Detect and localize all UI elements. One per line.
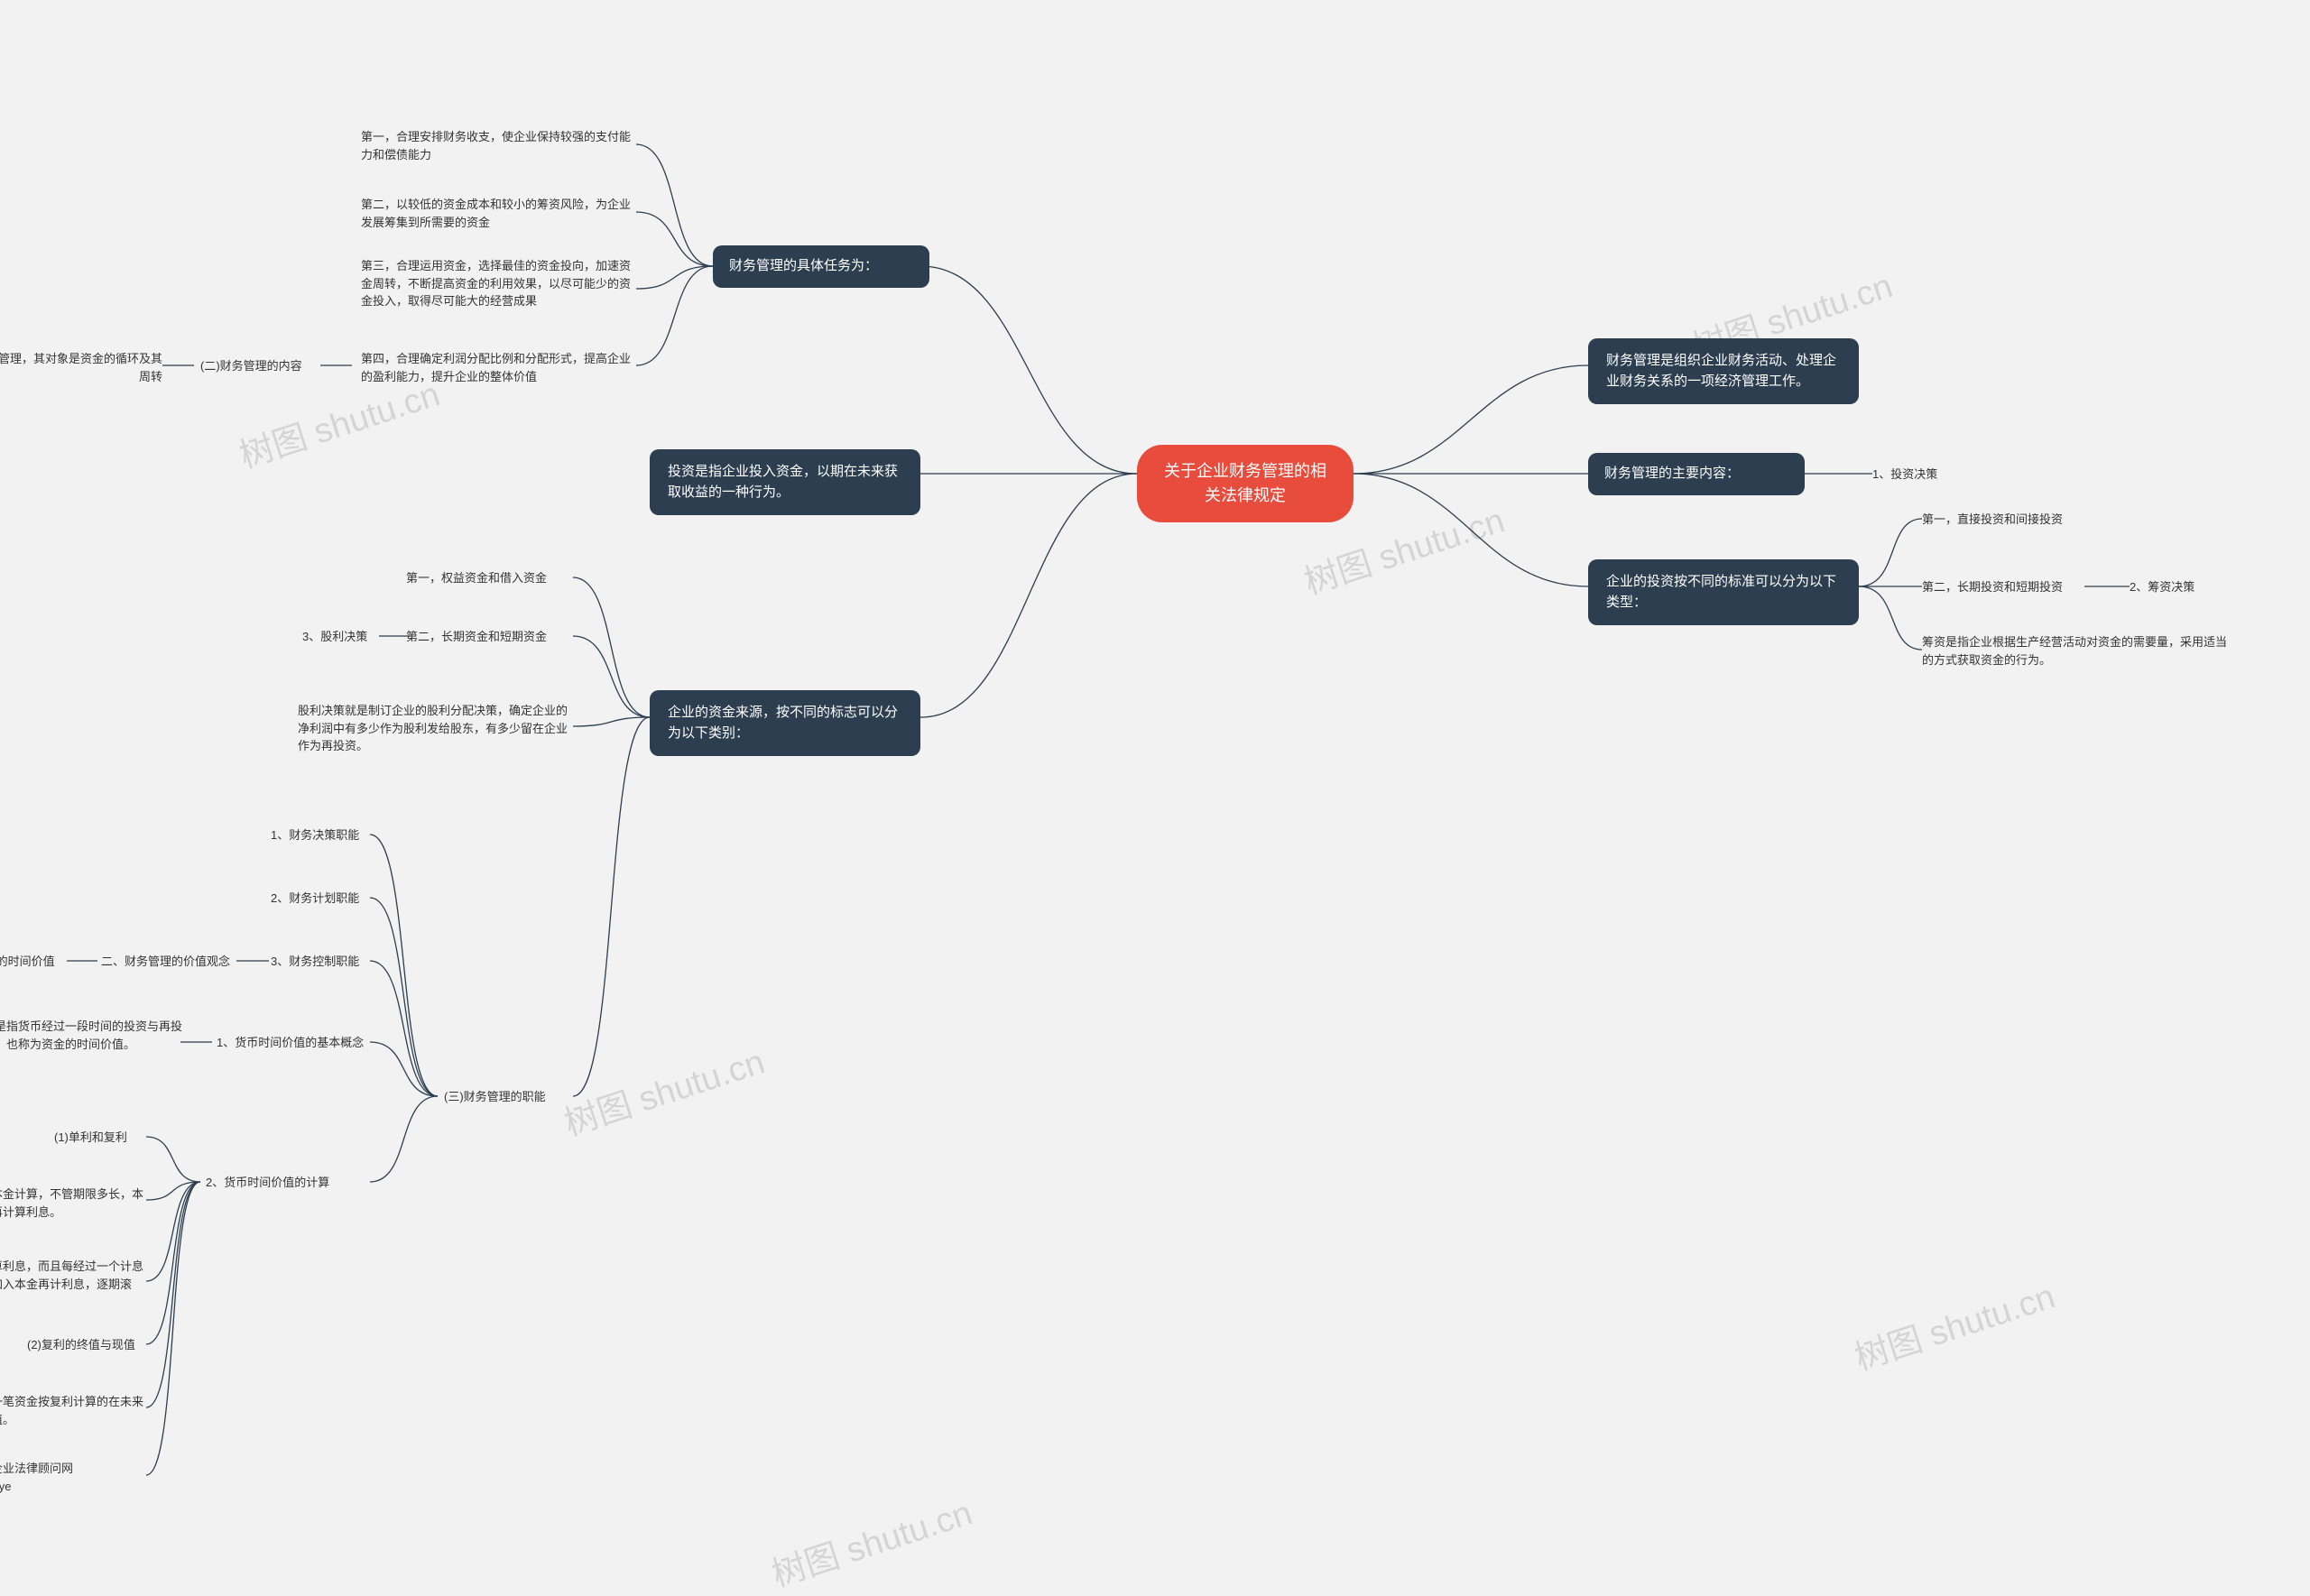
leaf-l1-t4: 第四，合理确定利润分配比例和分配形式，提高企业的盈利能力，提升企业的整体价值 [361,350,641,385]
leaf-v2-f: 更多企业相关知识尽在企业法律顾问网http://www.lawtime.cn/q… [0,1460,149,1495]
leaf-l1-t2: 第二，以较低的资金成本和较小的筹资风险，为企业发展筹集到所需要的资金 [361,196,641,231]
leaf-tv-v2: 2、货币时间价值的计算 [206,1174,329,1192]
leaf-l3-sf: (三)财务管理的职能 [444,1088,546,1106]
leaf-v2-b: 单利是指每期利息只按本金计算，不管期限多长，本金所生利息不加入本金再计算利息。 [0,1185,149,1221]
watermark: 树图 shutu.cn [764,1485,977,1596]
leaf-l1-t3: 第三，合理运用资金，选择最佳的资金投向，加速资金周转，不断提高资金的利用效果，以… [361,257,641,310]
leaf-l1-t1: 第一，合理安排财务收支，使企业保持较强的支付能力和偿债能力 [361,128,641,163]
leaf-v2-a: (1)单利和复利 [54,1129,127,1147]
leaf-sf-f1: 1、财务决策职能 [271,826,359,844]
leaf-r2-child: 1、投资决策 [1872,466,1937,484]
leaf-r3-c3: 筹资是指企业根据生产经营活动对资金的需要量，采用适当的方式获取资金的行为。 [1922,633,2229,669]
mindmap-canvas: 树图 shutu.cn 树图 shutu.cn 树图 shutu.cn 树图 s… [0,0,2310,1540]
leaf-tv-v1a: 货币的时间价值，是指货币经过一段时间的投资与再投资后所增加的价值，也称为资金的时… [0,1018,182,1053]
leaf-r3-c1: 第一，直接投资和间接投资 [1922,511,2063,529]
leaf-r3-c2: 第二，长期投资和短期投资 [1922,578,2063,596]
leaf-l3-s3: 股利决策就是制订企业的股利分配决策，确定企业的净利润中有多少作为股利发给股东，有… [298,702,578,755]
leaf-sf-f3a: 二、财务管理的价值观念 [101,953,230,971]
leaf-l3-s1: 第一，权益资金和借入资金 [406,569,547,587]
leaf-r3-c2b: 2、筹资决策 [2130,578,2194,596]
leaf-l1-t4b: (二)财务管理的内容 [200,357,302,375]
leaf-l3-s2: 第二，长期资金和短期资金 [406,628,547,646]
branch-right-2: 财务管理的主要内容： [1588,453,1805,495]
leaf-sf-f3b: (一)货币的时间价值 [0,953,55,971]
branch-right-1: 财务管理是组织企业财务活动、处理企业财务关系的一项经济管理工作。 [1588,338,1859,404]
branch-right-3: 企业的投资按不同的标准可以分为以下类型： [1588,559,1859,625]
branch-left-2: 投资是指企业投入资金，以期在未来获取收益的一种行为。 [650,449,920,515]
edge-layer [0,0,2310,1540]
leaf-l3-s2b: 3、股利决策 [302,628,367,646]
branch-left-1: 财务管理的具体任务为： [713,245,929,288]
leaf-v2-e: 复利的终值是指现在的一笔资金按复利计算的在未来一段时间后所具有的价值。 [0,1393,149,1428]
leaf-v2-c: 复利是指不仅本金要计算利息，而且每经过一个计息期后，还要将所生利息加入本金再计利… [0,1258,149,1311]
branch-left-3: 企业的资金来源，按不同的标志可以分为以下类别： [650,690,920,756]
root-node: 关于企业财务管理的相关法律规定 [1137,445,1354,522]
watermark: 树图 shutu.cn [1847,1268,2060,1379]
watermark: 树图 shutu.cn [557,1034,770,1145]
leaf-tv-v1: 1、货币时间价值的基本概念 [217,1034,364,1052]
leaf-sf-f3: 3、财务控制职能 [271,953,359,971]
leaf-v2-d: (2)复利的终值与现值 [27,1336,135,1354]
leaf-sf-f2: 2、财务计划职能 [271,890,359,908]
leaf-l1-t4c: 财务管理主要是资金管理，其对象是资金的循环及其周转 [0,350,162,385]
